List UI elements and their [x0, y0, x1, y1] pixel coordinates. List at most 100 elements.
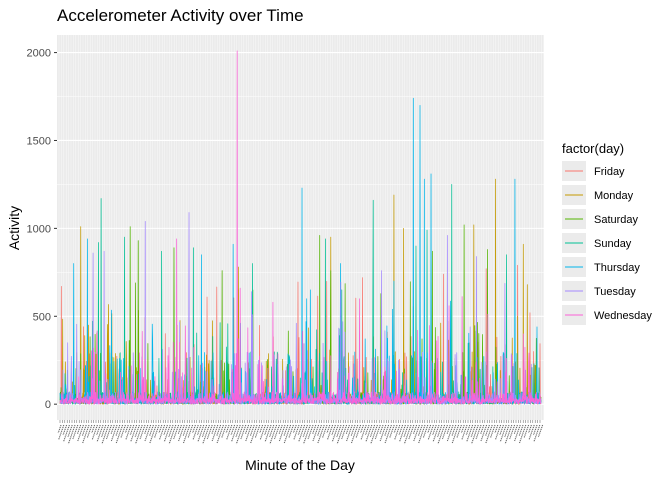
legend: factor(day) Friday Monday Saturday Sunday Th… — [562, 141, 652, 325]
x-tick-label — [350, 424, 359, 444]
series-lines — [59, 50, 542, 405]
x-tick-label — [317, 424, 322, 437]
x-tick-label — [451, 424, 460, 444]
x-tick-label — [91, 424, 96, 434]
x-tick-label — [297, 424, 303, 436]
x-tick-label — [417, 424, 423, 437]
legend-label-tuesday: Tuesday — [594, 286, 636, 298]
x-axis — [57, 420, 544, 445]
x-tick-label — [532, 424, 538, 436]
x-tick-label — [312, 424, 317, 435]
x-tick-label — [418, 424, 426, 444]
x-tick-label — [427, 424, 434, 441]
x-tick-label — [211, 424, 219, 442]
x-tick-label — [341, 424, 348, 440]
x-tick-label — [163, 424, 168, 436]
x-tick-label — [485, 424, 490, 437]
x-tick-label — [398, 424, 406, 443]
x-tick-label — [82, 424, 90, 444]
x-tick-label — [350, 424, 356, 437]
x-tick-label — [465, 424, 471, 436]
x-tick-label — [480, 424, 485, 435]
x-tick-label — [394, 424, 401, 441]
x-tick-label — [115, 424, 121, 437]
x-tick-label — [149, 424, 157, 444]
x-tick-label — [125, 424, 132, 441]
y-axis-title: Activity — [6, 206, 22, 250]
x-tick-label — [312, 424, 320, 442]
x-tick-label — [264, 424, 272, 443]
x-tick-label — [76, 424, 82, 435]
x-tick-label — [370, 424, 378, 445]
x-tick-label — [259, 424, 266, 441]
x-tick-label — [187, 424, 194, 439]
x-axis-title: Minute of the Day — [245, 457, 355, 473]
x-tick-label — [509, 424, 516, 440]
x-tick-label — [475, 424, 482, 440]
x-tick-label — [96, 424, 104, 443]
x-tick-label — [278, 424, 286, 442]
x-tick-label — [413, 424, 420, 442]
x-tick-label — [153, 424, 160, 439]
x-tick-label — [403, 424, 409, 438]
x-tick-label — [480, 424, 488, 442]
legend-title: factor(day) — [562, 141, 624, 156]
x-tick-label — [384, 424, 390, 437]
x-tick-label — [230, 424, 236, 436]
x-tick-label — [216, 424, 222, 437]
x-tick-label — [303, 424, 311, 445]
x-tick-label — [360, 424, 367, 441]
x-tick-label — [346, 424, 353, 442]
x-tick-label — [278, 424, 283, 435]
x-tick-label — [135, 424, 143, 445]
x-tick-label — [307, 424, 314, 440]
x-tick-label — [235, 424, 244, 445]
x-tick-label — [326, 424, 334, 441]
x-tick-label — [451, 424, 457, 437]
x-tick-label — [197, 424, 205, 443]
x-tick-label — [273, 424, 280, 440]
x-tick-label — [437, 424, 446, 445]
x-tick-label — [62, 424, 68, 436]
x-tick-label — [432, 424, 440, 443]
x-tick-label — [283, 424, 292, 444]
x-tick-label — [456, 424, 462, 439]
x-tick-label — [504, 424, 510, 438]
x-tick-label — [317, 424, 325, 444]
x-tick-label — [211, 424, 216, 435]
x-tick-label — [144, 424, 149, 435]
series-line-wednesday — [59, 50, 542, 405]
x-tick-label — [178, 424, 185, 442]
x-tick-label — [288, 424, 294, 439]
x-tick-label — [206, 424, 213, 440]
x-tick-label — [115, 424, 124, 444]
x-tick-label — [101, 424, 110, 445]
chart-title: Accelerometer Activity over Time — [57, 6, 304, 25]
x-tick-label — [67, 424, 76, 445]
x-tick-label — [427, 424, 432, 434]
x-tick-label — [364, 424, 370, 436]
legend-label-friday: Friday — [594, 166, 625, 178]
x-tick-label — [403, 424, 412, 445]
x-tick-label — [91, 424, 98, 441]
x-tick-label — [374, 424, 381, 440]
x-tick-label — [105, 424, 112, 440]
x-tick-label — [379, 424, 387, 442]
x-tick-label — [298, 424, 306, 443]
x-tick-label — [250, 424, 258, 444]
x-tick-label — [533, 424, 541, 443]
x-tick-label — [168, 424, 177, 445]
x-tick-label — [379, 424, 384, 435]
x-tick-label — [369, 424, 376, 438]
x-tick-label — [240, 424, 247, 440]
x-tick-label — [158, 424, 166, 441]
x-tick-label — [283, 424, 289, 437]
y-tick-label: 1500 — [27, 135, 51, 147]
x-tick-label — [192, 424, 199, 441]
legend-label-thursday: Thursday — [594, 262, 640, 274]
x-tick-label — [494, 424, 502, 441]
x-tick-label — [514, 424, 521, 442]
x-tick-label — [461, 424, 468, 441]
x-tick-label — [259, 424, 264, 434]
x-tick-label — [384, 424, 392, 444]
